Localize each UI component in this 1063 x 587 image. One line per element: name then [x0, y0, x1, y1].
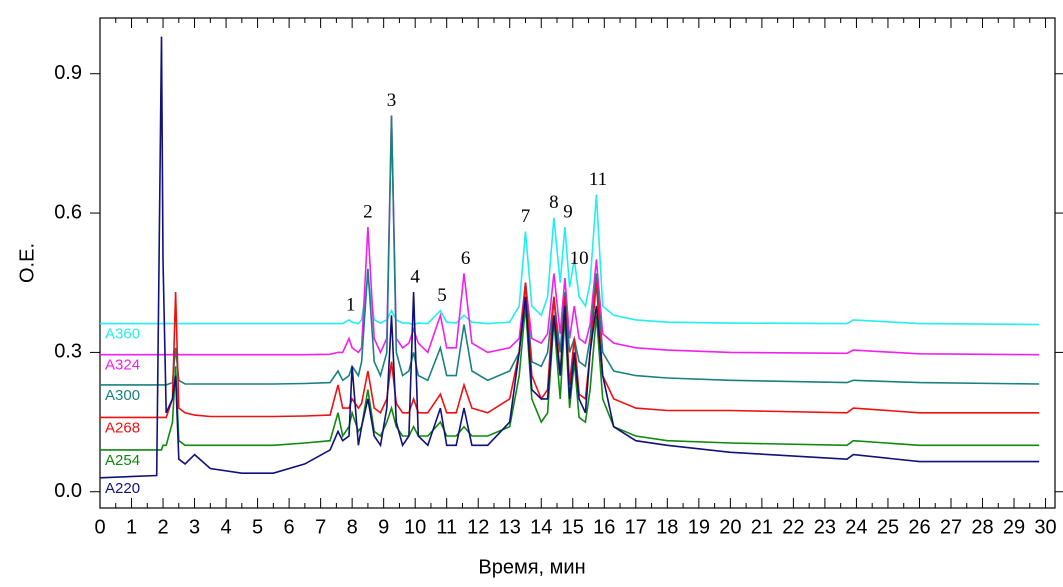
y-tick-label: 0.6	[54, 201, 82, 223]
x-tick-label: 21	[751, 516, 773, 538]
series-label: A360	[105, 326, 140, 343]
peak-label: 9	[563, 201, 573, 222]
peak-label: 10	[570, 248, 589, 269]
y-tick-label: 0.9	[54, 62, 82, 84]
peak-label: 1	[346, 294, 356, 315]
x-axis-label: Время, мин	[478, 556, 585, 578]
x-tick-label: 13	[499, 516, 521, 538]
x-tick-label: 18	[656, 516, 678, 538]
x-tick-label: 0	[94, 516, 105, 538]
x-tick-label: 27	[940, 516, 962, 538]
x-tick-label: 2	[157, 516, 168, 538]
x-tick-label: 30	[1034, 516, 1056, 538]
x-tick-label: 12	[467, 516, 489, 538]
x-tick-label: 5	[252, 516, 263, 538]
series-label-bg	[103, 451, 147, 469]
y-tick-label: 0.0	[54, 480, 82, 502]
x-tick-label: 7	[315, 516, 326, 538]
peak-label: 2	[363, 201, 373, 222]
x-tick-label: 28	[971, 516, 993, 538]
series-label: A324	[105, 357, 140, 374]
x-tick-label: 14	[530, 516, 552, 538]
series-label-bg	[103, 479, 147, 497]
y-axis-label: О.Е.	[16, 243, 38, 283]
x-tick-label: 4	[221, 516, 232, 538]
series-label: A220	[105, 480, 140, 497]
x-tick-label: 25	[877, 516, 899, 538]
peak-label: 5	[437, 285, 447, 306]
x-tick-label: 23	[814, 516, 836, 538]
peak-label: 4	[410, 266, 420, 287]
x-tick-label: 22	[782, 516, 804, 538]
series-line	[99, 36, 1040, 479]
series-label-bg	[103, 386, 147, 404]
x-tick-label: 16	[593, 516, 615, 538]
x-tick-label: 9	[378, 516, 389, 538]
series-label-bg	[103, 419, 147, 437]
x-tick-label: 15	[562, 516, 584, 538]
series-line	[100, 194, 1040, 326]
series-line	[100, 115, 1040, 356]
y-tick-label: 0.3	[54, 341, 82, 363]
series-label-bg	[103, 356, 147, 374]
peak-label: 6	[461, 248, 471, 269]
x-tick-label: 6	[284, 516, 295, 538]
x-tick-label: 8	[347, 516, 358, 538]
x-tick-label: 10	[404, 516, 426, 538]
peak-label: 3	[387, 90, 397, 111]
x-tick-label: 17	[625, 516, 647, 538]
series-line	[100, 305, 1040, 451]
x-tick-label: 24	[845, 516, 867, 538]
peak-label: 7	[521, 206, 531, 227]
series-label: A300	[105, 387, 140, 404]
x-tick-label: 29	[1003, 516, 1025, 538]
x-tick-label: 11	[436, 516, 457, 538]
x-tick-label: 26	[908, 516, 930, 538]
series-label: A254	[105, 452, 140, 469]
x-tick-label: 3	[189, 516, 200, 538]
series-line	[100, 115, 1040, 386]
peak-label: 11	[589, 169, 607, 190]
plot-frame	[99, 17, 1056, 509]
series-label: A268	[105, 419, 140, 436]
x-tick-label: 1	[126, 516, 137, 538]
series-label-bg	[103, 325, 147, 343]
x-tick-label: 19	[688, 516, 710, 538]
peak-label: 8	[549, 192, 559, 213]
x-tick-label: 20	[719, 516, 741, 538]
